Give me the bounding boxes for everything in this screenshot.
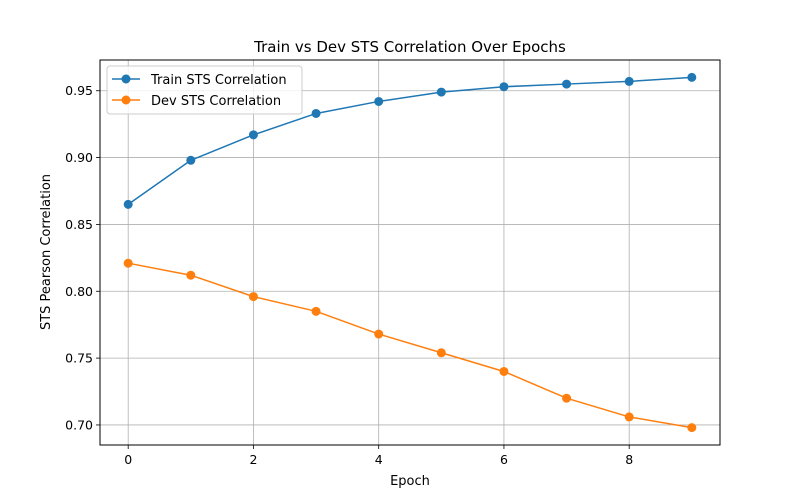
data-point-train — [624, 76, 634, 86]
series-line-dev — [128, 262, 692, 429]
data-point-dev — [687, 423, 697, 433]
data-point-dev — [186, 270, 196, 280]
y-tick-label: 0.70 — [65, 417, 93, 432]
x-tick-label: 8 — [625, 452, 633, 467]
y-tick-label: 0.75 — [65, 351, 93, 366]
series-dev — [123, 258, 697, 433]
data-point-dev — [311, 306, 321, 316]
data-point-train — [186, 155, 196, 165]
data-point-train — [687, 72, 697, 82]
y-axis-label: STS Pearson Correlation — [39, 174, 54, 330]
data-point-train — [311, 108, 321, 118]
data-point-dev — [499, 366, 509, 376]
data-point-train — [436, 87, 446, 97]
series-line-train — [127, 76, 692, 205]
y-tick-label: 0.90 — [65, 150, 93, 165]
series-layer — [123, 72, 697, 433]
data-point-train — [499, 82, 509, 92]
legend-box — [106, 65, 303, 115]
data-point-dev — [374, 329, 384, 339]
data-point-dev — [248, 292, 258, 302]
plot-area — [100, 60, 720, 445]
data-point-train — [374, 96, 384, 106]
legend: Train STS Correlation Dev STS Correlatio… — [106, 65, 303, 115]
data-point-train — [248, 130, 258, 140]
series-train — [123, 72, 697, 209]
legend-marker-train — [121, 74, 131, 84]
grid — [100, 60, 720, 445]
y-tick-label: 0.95 — [65, 83, 93, 98]
data-point-dev — [562, 393, 572, 403]
x-axis-ticks: 0 2 4 6 8 — [124, 445, 633, 467]
data-point-train — [562, 79, 572, 89]
x-tick-label: 0 — [124, 452, 132, 467]
data-point-dev — [123, 258, 133, 268]
y-tick-label: 0.80 — [65, 284, 93, 299]
x-axis-label: Epoch — [390, 474, 430, 489]
x-tick-label: 6 — [500, 452, 508, 467]
data-point-dev — [624, 412, 634, 422]
data-point-dev — [436, 348, 446, 358]
legend-marker-dev — [121, 95, 131, 105]
legend-label-train: Train STS Correlation — [150, 73, 287, 88]
chart-title: Train vs Dev STS Correlation Over Epochs — [253, 38, 566, 56]
y-axis-ticks: 0.70 0.75 0.80 0.85 0.90 0.95 — [65, 83, 100, 432]
x-tick-label: 4 — [375, 452, 383, 467]
y-tick-label: 0.85 — [65, 217, 93, 232]
plot-frame — [99, 59, 721, 446]
x-tick-label: 2 — [249, 452, 257, 467]
legend-label-dev: Dev STS Correlation — [151, 94, 281, 109]
data-point-train — [123, 199, 133, 209]
